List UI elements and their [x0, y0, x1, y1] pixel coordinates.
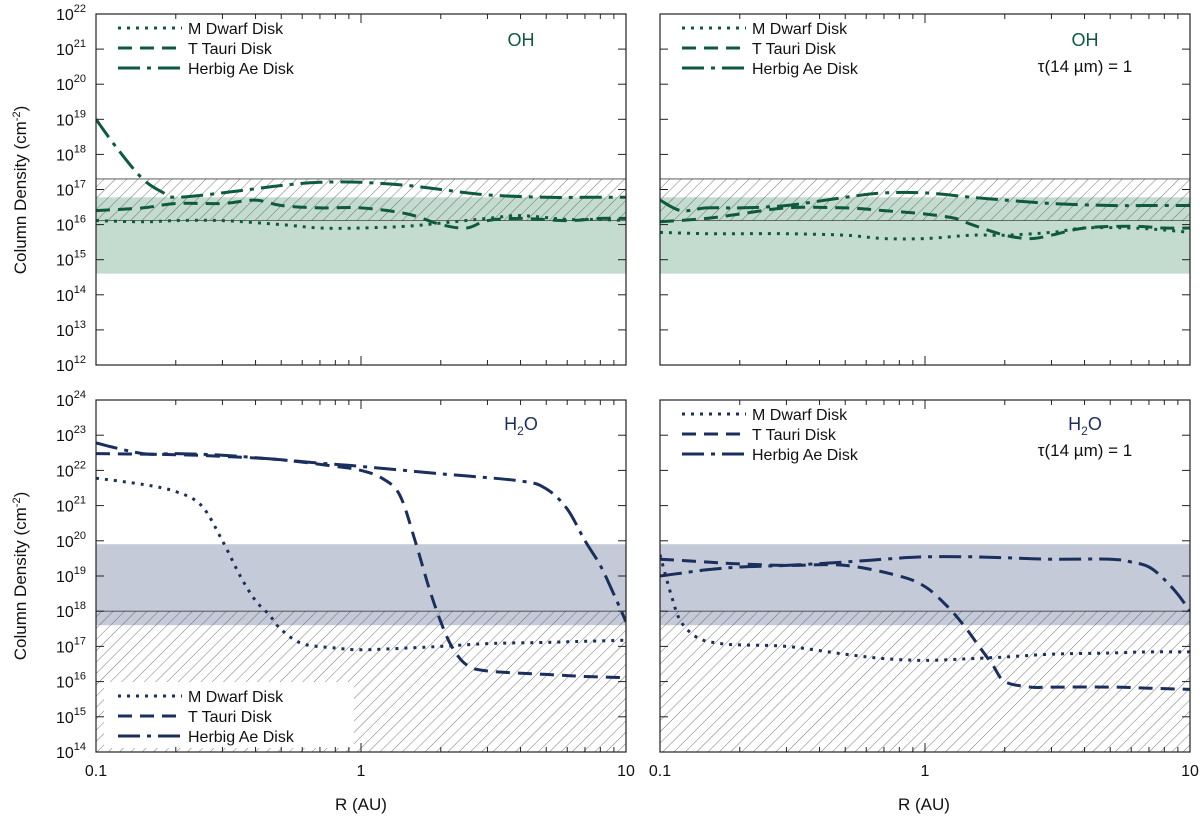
oh-left-ytick-label: 1021	[56, 38, 86, 59]
h2o-left-series-m-dwarf-disk	[96, 476, 626, 652]
oh-left-legend-label: Herbig Ae Disk	[188, 61, 295, 78]
oh-left-hatched-band	[96, 178, 626, 221]
h2o-right-series-m-dwarf-disk	[660, 554, 1190, 662]
oh-right-series-t-tauri-disk	[660, 205, 1190, 241]
h2o-left-ytick-label: 1023	[56, 424, 86, 445]
oh-left-ytick-label: 1015	[56, 249, 86, 270]
h2o-left-species-label: H2O	[504, 414, 538, 438]
oh-left-legend-label: T Tauri Disk	[188, 41, 273, 58]
oh-left-ytick-label: 1022	[56, 3, 86, 24]
h2o-right-tau-label: τ(14 µm) = 1	[1038, 441, 1132, 460]
h2o-left-ytick-label: 1014	[56, 741, 86, 762]
oh-left-ytick-label: 1013	[56, 319, 86, 340]
h2o-left-ytick-label: 1021	[56, 495, 86, 516]
h2o-right-panel: 0.1 1 10 H2O τ(14 µm) = 1 M Dwarf Disk T Tauri…	[649, 399, 1199, 780]
h2o-left-legend-label: M Dwarf Disk	[188, 689, 284, 706]
h2o-left-xtick-label: 10	[617, 763, 635, 780]
h2o-right-xtick-label: 0.1	[649, 763, 671, 780]
oh-left-series-t-tauri-disk	[96, 198, 626, 230]
h2o-left-legend-label: T Tauri Disk	[188, 709, 273, 726]
h2o-right-xtick-label: 1	[921, 763, 930, 780]
h2o-right-legend-label: M Dwarf Disk	[752, 407, 848, 424]
y-axis-label-bottom: Column Density (cm-2)	[11, 492, 30, 661]
h2o-right-hatched-band	[660, 611, 1190, 752]
oh-left-ytick-label: 1012	[56, 354, 86, 375]
oh-right-series-herbig-ae-disk	[660, 190, 1190, 213]
h2o-left-ytick-label: 1022	[56, 459, 86, 480]
oh-left-species-label: OH	[508, 30, 535, 50]
h2o-left-ytick-label: 1017	[56, 635, 86, 656]
x-axis-label-right: R (AU)	[898, 795, 950, 814]
oh-left-ytick-label: 1017	[56, 179, 86, 200]
h2o-left-ytick-label: 1016	[56, 671, 86, 692]
oh-right-species-label: OH	[1072, 30, 1099, 50]
oh-right-legend-label: M Dwarf Disk	[752, 21, 848, 38]
h2o-left-ytick-label: 1015	[56, 706, 86, 727]
h2o-left-xtick-label: 0.1	[85, 763, 107, 780]
h2o-left-legend-label: Herbig Ae Disk	[188, 729, 295, 746]
h2o-left-ytick-label: 1020	[56, 530, 86, 551]
h2o-left-ytick-label: 1018	[56, 600, 86, 621]
oh-left-panel: 1012 1013 1014 1015 1016 1017 1018 1019 1020 1021…	[56, 3, 627, 375]
oh-left-series-herbig-ae-disk	[96, 118, 626, 199]
oh-right-legend-label: Herbig Ae Disk	[752, 61, 859, 78]
oh-left-ytick-label: 1020	[56, 73, 86, 94]
h2o-right-xtick-label: 10	[1181, 763, 1199, 780]
h2o-left-ytick-label: 1024	[56, 389, 86, 410]
h2o-left-xtick-label: 1	[357, 763, 366, 780]
oh-left-ytick-label: 1018	[56, 143, 86, 164]
oh-left-ytick-label: 1016	[56, 214, 86, 235]
oh-right-legend-label: T Tauri Disk	[752, 41, 837, 58]
oh-left-legend-label: M Dwarf Disk	[188, 21, 284, 38]
h2o-right-series-herbig-ae-disk	[660, 555, 1190, 613]
x-axis-label-left: R (AU)	[335, 795, 387, 814]
oh-right-series-m-dwarf-disk	[660, 226, 1190, 241]
h2o-left-panel: 1014 1015 1016 1017 1018 1019 1020 1021 1022 1023…	[56, 389, 635, 780]
oh-left-ytick-label: 1019	[56, 108, 86, 129]
oh-right-tau-label: τ(14 µm) = 1	[1038, 57, 1132, 76]
h2o-left-series-herbig-ae-disk	[96, 441, 626, 623]
h2o-right-species-label: H2O	[1068, 414, 1102, 438]
oh-left-ytick-label: 1014	[56, 284, 86, 305]
y-axis-label-top: Column Density (cm-2)	[11, 106, 30, 275]
h2o-right-legend-label: T Tauri Disk	[752, 427, 837, 444]
h2o-left-ytick-label: 1019	[56, 565, 86, 586]
oh-right-panel: OH τ(14 µm) = 1 M Dwarf Disk T Tauri Disk He…	[659, 13, 1191, 366]
h2o-right-legend-label: Herbig Ae Disk	[752, 447, 859, 464]
